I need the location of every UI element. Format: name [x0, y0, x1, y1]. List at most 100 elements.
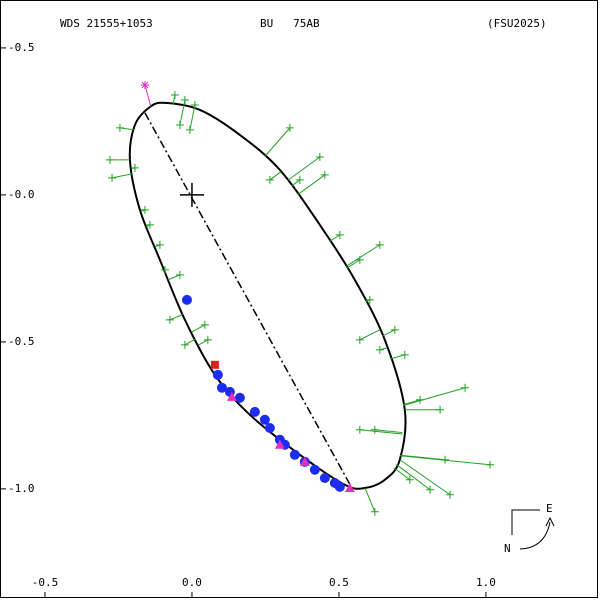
residual-line: [169, 314, 183, 321]
compass-east: E: [546, 502, 553, 515]
residual-line: [291, 179, 301, 187]
observation: [441, 455, 450, 464]
residual-line: [374, 429, 403, 434]
residual-line: [359, 329, 381, 341]
observation: [365, 295, 374, 304]
observation: [265, 175, 274, 184]
residual-line: [287, 156, 321, 181]
observation: [375, 345, 384, 354]
observation: [259, 414, 270, 425]
residual-line: [168, 274, 181, 281]
observation: [165, 315, 174, 324]
observation: [234, 392, 245, 403]
observation: [486, 460, 495, 469]
observation: [105, 155, 114, 164]
observation: [319, 473, 330, 484]
compass: [511, 509, 540, 535]
observation: [344, 482, 355, 492]
observation: [355, 255, 364, 264]
residual-line: [297, 174, 326, 195]
observation: [226, 391, 237, 401]
observation: [212, 369, 223, 380]
y-tick-label: -0.5: [8, 335, 35, 348]
observation: [200, 320, 209, 329]
residual-line: [346, 259, 361, 269]
residual-line: [191, 324, 206, 333]
observation: [264, 423, 275, 434]
primary-star: [179, 182, 204, 207]
observation: [426, 485, 435, 494]
compass-arrowhead: [545, 516, 555, 527]
observation: [108, 173, 117, 182]
residual-line: [345, 244, 381, 267]
observation: [115, 123, 124, 132]
observation: [181, 294, 192, 305]
observation: [190, 100, 199, 109]
observation: [461, 383, 470, 392]
residual-line: [396, 464, 431, 491]
observation: [400, 350, 409, 359]
residual-line: [198, 339, 209, 346]
residual-line: [269, 171, 282, 181]
observation: [130, 163, 139, 172]
residual-line: [144, 84, 152, 107]
residual-line: [390, 354, 405, 360]
x-tick-label: 0.5: [329, 576, 349, 589]
observation: [405, 475, 414, 484]
residual-line: [329, 234, 341, 242]
residual-line: [403, 387, 466, 406]
observation: [375, 240, 384, 249]
residual-line: [399, 459, 451, 496]
y-tick-label: -1.0: [8, 482, 35, 495]
observation: [315, 152, 324, 161]
observation: [249, 406, 260, 417]
residual-line: [111, 173, 133, 179]
chart-subtitle: BU 75AB: [260, 17, 320, 30]
observation: [140, 80, 149, 89]
x-tick-label: 1.0: [476, 576, 496, 589]
observation: [370, 425, 379, 434]
observation: [203, 335, 212, 344]
y-tick-label: -0.5: [8, 41, 35, 54]
observation: [370, 507, 379, 516]
residual-line: [264, 127, 291, 157]
observation: [155, 240, 164, 249]
x-tick-label: 0.0: [182, 576, 202, 589]
residual-line: [382, 329, 396, 337]
residual-line: [184, 338, 196, 346]
observation: [446, 490, 455, 499]
compass-arrow: [519, 521, 551, 550]
observation: [320, 170, 329, 179]
observation: [185, 125, 194, 134]
observation: [210, 360, 219, 369]
observation: [436, 405, 445, 414]
reference: (FSU2025): [487, 17, 547, 30]
observation: [299, 456, 310, 466]
compass-north: N: [504, 542, 511, 555]
observation: [160, 265, 169, 274]
observation: [216, 382, 227, 393]
residual-line: [403, 399, 421, 406]
residual-line: [393, 467, 411, 481]
residual-line: [179, 106, 185, 126]
observation: [355, 335, 364, 344]
observation: [180, 95, 189, 104]
node-line: [144, 112, 353, 489]
observation: [170, 90, 179, 99]
observation: [390, 325, 399, 334]
x-tick-label: -0.5: [32, 576, 59, 589]
orbit: [128, 101, 407, 490]
observation: [295, 175, 304, 184]
observation: [334, 481, 345, 492]
observation: [289, 449, 300, 460]
observation: [175, 270, 184, 279]
observation: [274, 439, 285, 449]
observation: [140, 205, 149, 214]
residual-line: [189, 108, 195, 131]
y-tick-label: -0.0: [8, 188, 35, 201]
observation: [355, 425, 364, 434]
observation: [180, 340, 189, 349]
observation: [285, 123, 294, 132]
